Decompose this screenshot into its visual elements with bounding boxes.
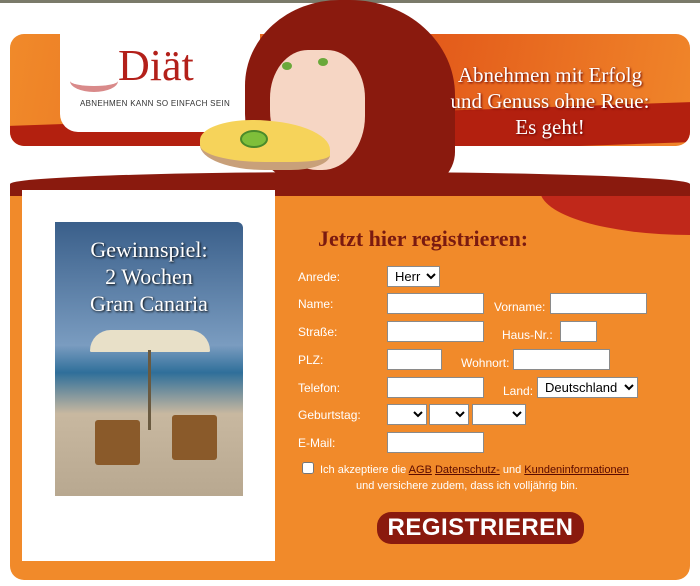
- land-select[interactable]: Deutschland: [537, 377, 638, 398]
- birth-day-select[interactable]: [387, 404, 427, 425]
- geburtstag-label: Geburtstag:: [298, 408, 361, 422]
- tagline: ABNEHMEN KANN SO EINFACH SEIN: [80, 99, 231, 108]
- email-input[interactable]: [387, 432, 484, 453]
- promo-title-line: Gewinnspiel:: [90, 237, 208, 262]
- lounger-illustration: [172, 415, 217, 460]
- slogan-line: und Genuss ohne Reue:: [450, 89, 650, 113]
- terms-text: Ich akzeptiere die AGB Datenschutz- und …: [320, 463, 629, 477]
- eye-icon: [318, 58, 328, 66]
- name-label: Name:: [298, 297, 334, 311]
- pizza-illustration: [200, 120, 330, 170]
- cucumber-icon: [240, 130, 268, 148]
- vorname-input[interactable]: [550, 293, 647, 314]
- anrede-label: Anrede:: [298, 270, 341, 284]
- wohnort-label: Wohnort:: [461, 356, 510, 370]
- form-heading: Jetzt hier registrieren:: [318, 226, 529, 251]
- accept-terms-checkbox[interactable]: [302, 462, 314, 474]
- strasse-label: Straße:: [298, 325, 338, 339]
- slogan-line: Es geht!: [515, 115, 585, 139]
- lounger-illustration: [95, 420, 140, 465]
- plz-label: PLZ:: [298, 353, 324, 367]
- telefon-label: Telefon:: [298, 381, 341, 395]
- promo-title: Gewinnspiel: 2 Wochen Gran Canaria: [55, 236, 243, 317]
- slogan-line: Abnehmen mit Erfolg: [457, 63, 643, 87]
- email-label: E-Mail:: [298, 436, 336, 450]
- slogan: Abnehmen mit Erfolg und Genuss ohne Reue…: [405, 62, 695, 140]
- register-button[interactable]: REGISTRIEREN: [377, 512, 584, 544]
- birth-year-select[interactable]: [472, 404, 526, 425]
- name-input[interactable]: [387, 293, 484, 314]
- strasse-input[interactable]: [387, 321, 484, 342]
- terms-und: und: [499, 464, 525, 476]
- telefon-input[interactable]: [387, 377, 484, 398]
- anrede-select[interactable]: Herr: [387, 266, 440, 287]
- logo: Diät: [118, 41, 194, 90]
- land-label: Land:: [503, 384, 534, 398]
- plz-input[interactable]: [387, 349, 442, 370]
- hausnr-input[interactable]: [560, 321, 597, 342]
- wohnort-input[interactable]: [513, 349, 610, 370]
- kundeninformationen-link[interactable]: Kundeninformationen: [524, 464, 629, 476]
- birth-month-select[interactable]: [429, 404, 469, 425]
- vorname-label: Vorname:: [494, 300, 546, 314]
- terms-line2: und versichere zudem, dass ich volljähri…: [356, 480, 578, 492]
- hausnr-label: Haus-Nr.:: [502, 328, 553, 342]
- promo-title-line: 2 Wochen: [105, 264, 193, 289]
- umbrella-illustration: [90, 330, 210, 352]
- terms-prefix: Ich akzeptiere die: [320, 464, 409, 476]
- logo-swoosh-icon: [70, 70, 118, 92]
- umbrella-pole: [148, 350, 151, 430]
- promo-title-line: Gran Canaria: [90, 291, 208, 316]
- eye-icon: [282, 62, 292, 70]
- agb-link[interactable]: AGB: [408, 464, 432, 476]
- datenschutz-link[interactable]: Datenschutz-: [434, 464, 500, 476]
